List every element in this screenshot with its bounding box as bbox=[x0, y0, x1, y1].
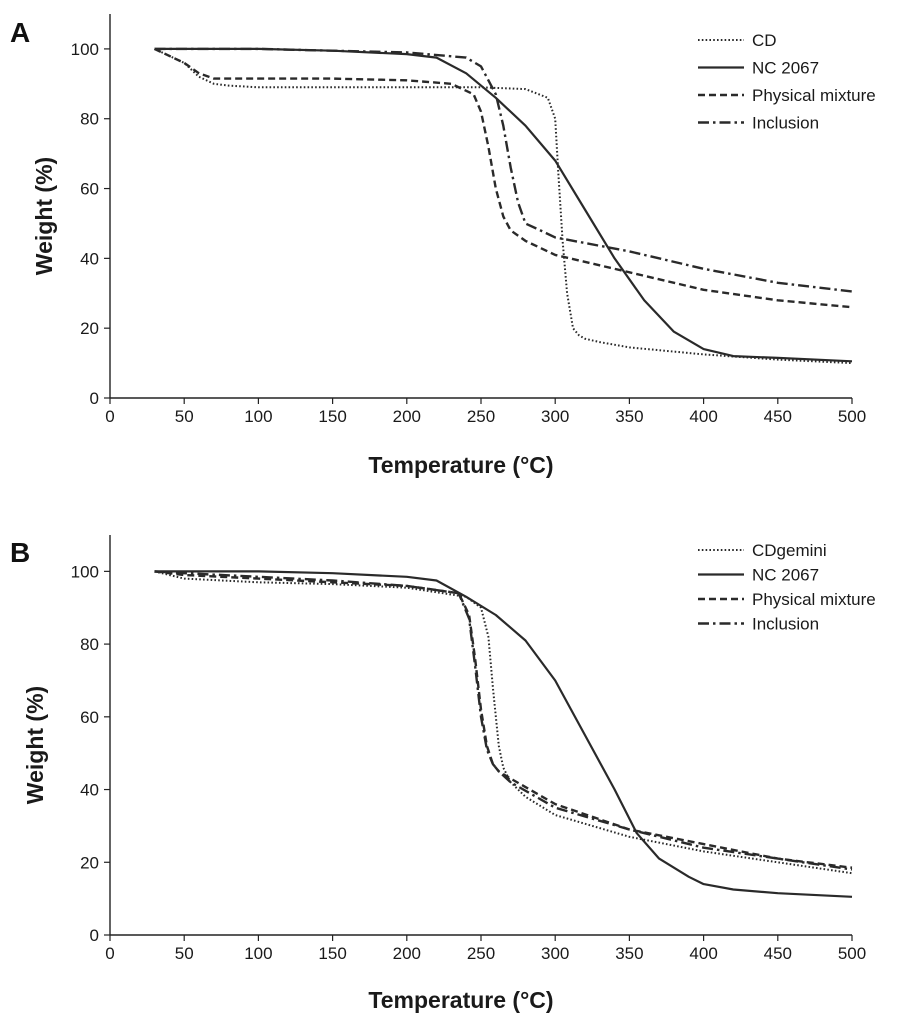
x-tick-label: 0 bbox=[105, 407, 114, 426]
x-tick-label: 300 bbox=[541, 944, 569, 963]
x-tick-label: 100 bbox=[244, 407, 272, 426]
series-line-physical-mixture bbox=[154, 570, 853, 869]
series-line-inclusion bbox=[154, 47, 853, 293]
chart-panel-b: B 0 50 100 150 200 250 300 350 400 450 500 0 20 40 60 80… bbox=[10, 535, 876, 1013]
x-tick-label: 50 bbox=[175, 944, 194, 963]
series-line-inclusion bbox=[154, 570, 853, 871]
legend-label-cdgemini: CDgemini bbox=[752, 541, 827, 560]
legend-label-cd: CD bbox=[752, 31, 777, 50]
y-axis-title: Weight (%) bbox=[31, 157, 57, 275]
series-line-cd bbox=[154, 47, 853, 365]
panel-label: B bbox=[10, 537, 30, 568]
x-tick-label: 400 bbox=[689, 407, 717, 426]
x-tick-label: 350 bbox=[615, 944, 643, 963]
series-line-physical-mixture bbox=[153, 47, 853, 309]
panel-label: A bbox=[10, 17, 30, 48]
y-tick-label: 100 bbox=[71, 40, 99, 59]
series-line-nc-2067 bbox=[154, 47, 853, 363]
legend-label-nc-2067: NC 2067 bbox=[752, 566, 819, 585]
x-tick-label: 200 bbox=[393, 944, 421, 963]
chart-panel-a: A 0 50 100 150 200 250 300 350 400 450 500 0 20 40 60 80… bbox=[10, 14, 876, 478]
x-tick-label: 500 bbox=[838, 944, 866, 963]
x-tick-label: 450 bbox=[764, 944, 792, 963]
x-tick-label: 250 bbox=[467, 944, 495, 963]
y-tick-label: 80 bbox=[80, 110, 99, 129]
y-tick-label: 60 bbox=[80, 708, 99, 727]
x-tick-label: 200 bbox=[393, 407, 421, 426]
legend-label-inclusion: Inclusion bbox=[752, 114, 819, 133]
x-axis-title: Temperature (°C) bbox=[368, 987, 553, 1013]
y-tick-label: 40 bbox=[80, 781, 99, 800]
x-tick-label: 150 bbox=[318, 407, 346, 426]
x-tick-label: 50 bbox=[175, 407, 194, 426]
x-tick-label: 400 bbox=[689, 944, 717, 963]
y-tick-label: 20 bbox=[80, 319, 99, 338]
series-line-nc-2067 bbox=[154, 570, 853, 898]
y-axis-title: Weight (%) bbox=[22, 686, 48, 804]
legend: CDgemini NC 2067 Physical mixture Inclusion bbox=[698, 541, 876, 634]
legend-label-physical-mixture: Physical mixture bbox=[752, 590, 876, 609]
legend-label-physical-mixture: Physical mixture bbox=[752, 86, 876, 105]
y-tick-label: 80 bbox=[80, 635, 99, 654]
y-tick-label: 20 bbox=[80, 853, 99, 872]
x-axis-title: Temperature (°C) bbox=[368, 452, 553, 478]
x-tick-label: 150 bbox=[318, 944, 346, 963]
y-tick-label: 100 bbox=[71, 562, 99, 581]
legend: CD NC 2067 Physical mixture Inclusion bbox=[698, 31, 876, 133]
y-tick-label: 40 bbox=[80, 249, 99, 268]
y-tick-label: 60 bbox=[80, 180, 99, 199]
x-tick-label: 0 bbox=[105, 944, 114, 963]
y-tick-label: 0 bbox=[90, 926, 99, 945]
y-tick-label: 0 bbox=[90, 389, 99, 408]
x-tick-label: 350 bbox=[615, 407, 643, 426]
x-tick-label: 100 bbox=[244, 944, 272, 963]
x-tick-label: 300 bbox=[541, 407, 569, 426]
legend-label-nc-2067: NC 2067 bbox=[752, 59, 819, 78]
x-tick-label: 450 bbox=[764, 407, 792, 426]
legend-label-inclusion: Inclusion bbox=[752, 615, 819, 634]
x-tick-label: 500 bbox=[838, 407, 866, 426]
x-tick-label: 250 bbox=[467, 407, 495, 426]
series-line-cdgemini bbox=[154, 570, 853, 875]
